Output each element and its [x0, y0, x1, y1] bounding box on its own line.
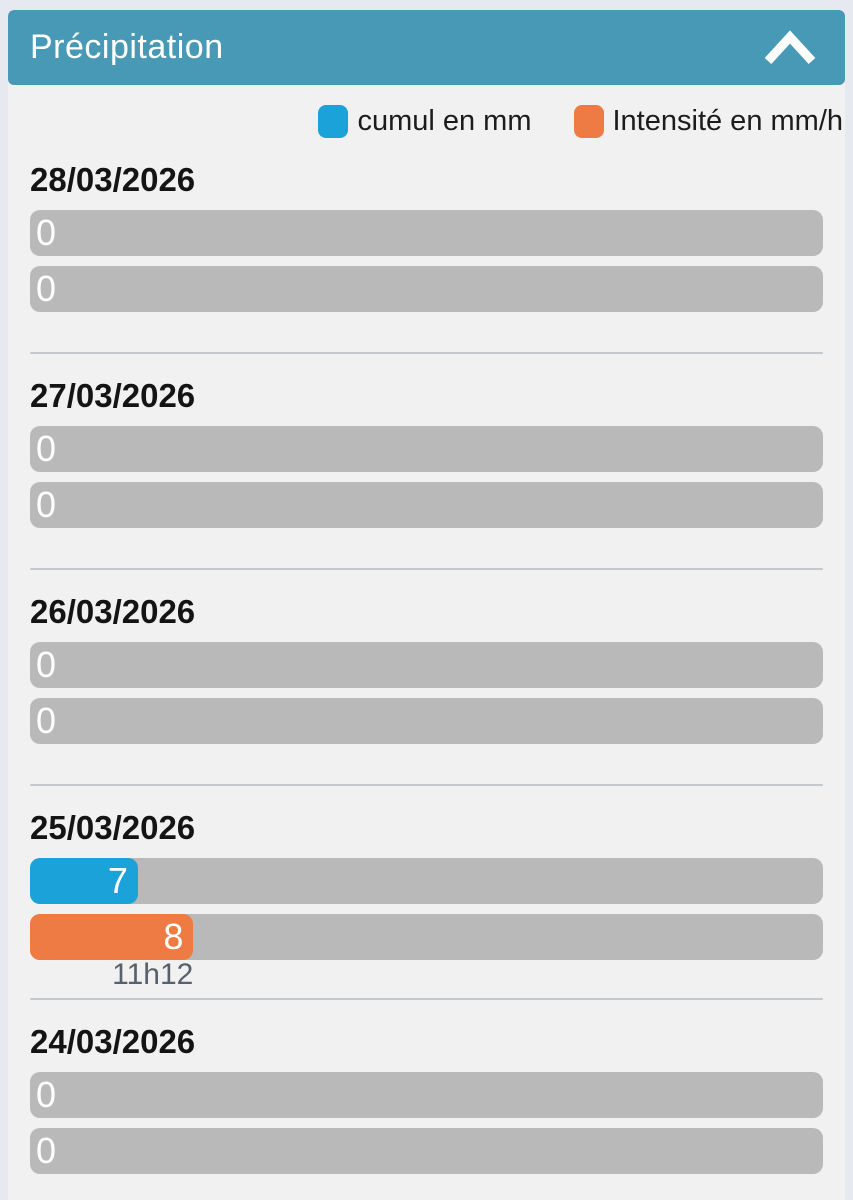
- date-heading: 27/03/2026: [30, 377, 196, 414]
- date-heading: 26/03/2026: [30, 593, 196, 630]
- section-divider: [30, 998, 823, 1000]
- cumul-bar-track: 7: [30, 858, 823, 904]
- cumul-bar-value: 0: [36, 428, 57, 469]
- date-heading: 25/03/2026: [30, 809, 196, 846]
- cumul-bar-value: 0: [36, 1074, 57, 1115]
- date-heading: 28/03/2026: [30, 161, 196, 198]
- panel-title: Précipitation: [30, 28, 224, 66]
- section-divider: [30, 352, 823, 354]
- cumul-color-swatch-icon: [318, 105, 349, 138]
- intensite-bar-track: 8: [30, 914, 823, 960]
- cumul-bar-value: 7: [107, 860, 128, 901]
- day-section: 26/03/2026 0 0: [30, 594, 823, 744]
- section-divider: [30, 568, 823, 570]
- cumul-bar-track: 0: [30, 210, 823, 256]
- legend: cumul en mm Intensité en mm/h: [30, 105, 843, 138]
- section-divider: [30, 784, 823, 786]
- panel-header-collapse-toggle[interactable]: Précipitation: [8, 10, 845, 85]
- intensite-bar-track: 0: [30, 266, 823, 312]
- day-section: 27/03/2026 0 0: [30, 378, 823, 528]
- legend-item-intensite: Intensité en mm/h: [573, 105, 844, 138]
- date-heading: 24/03/2026: [30, 1023, 196, 1060]
- intensite-bar-track: 0: [30, 1128, 823, 1174]
- intensite-bar-track: 0: [30, 698, 823, 744]
- cumul-bar-value: 0: [36, 212, 57, 253]
- intensite-bar-value: 0: [36, 700, 57, 741]
- chevron-up-icon[interactable]: [763, 28, 817, 68]
- intensity-time-label: 11h12: [112, 958, 194, 991]
- day-section: 24/03/2026 0 0: [30, 1024, 823, 1174]
- intensite-bar-fill: [30, 914, 194, 960]
- cumul-bar-track: 0: [30, 426, 823, 472]
- cumul-bar-value: 0: [36, 644, 57, 685]
- day-section: 28/03/2026 0 0: [30, 162, 823, 312]
- cumul-bar-track: 0: [30, 1072, 823, 1118]
- cumul-bar-track: 0: [30, 642, 823, 688]
- day-section: 25/03/2026 7 8 11h12: [30, 810, 823, 990]
- panel-body: cumul en mm Intensité en mm/h 28/03/2026…: [8, 105, 845, 1174]
- cumul-bar-fill: [30, 858, 138, 904]
- legend-item-cumul: cumul en mm: [318, 105, 532, 138]
- intensite-bar-value: 0: [36, 268, 57, 309]
- intensite-bar-value: 0: [36, 1130, 57, 1171]
- precipitation-panel: Précipitation cumul en mm Intensité en m…: [8, 10, 845, 1200]
- intensite-bar-value: 8: [163, 916, 184, 957]
- intensite-color-swatch-icon: [573, 105, 604, 138]
- intensite-bar-value: 0: [36, 484, 57, 525]
- cumul-legend-label: cumul en mm: [357, 105, 532, 137]
- intensite-legend-label: Intensité en mm/h: [612, 105, 844, 137]
- intensite-bar-track: 0: [30, 482, 823, 528]
